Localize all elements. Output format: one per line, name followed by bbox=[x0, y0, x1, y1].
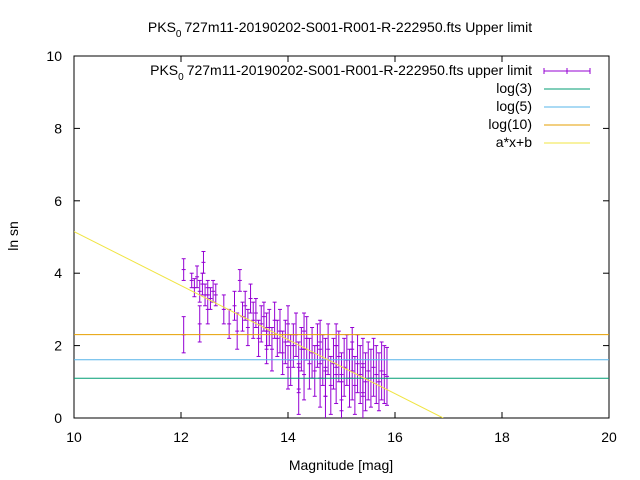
data-point-78 bbox=[318, 319, 323, 365]
data-point-83 bbox=[360, 363, 365, 418]
data-point-26 bbox=[256, 319, 261, 357]
data-point-15 bbox=[221, 294, 226, 325]
plot-area bbox=[74, 231, 609, 418]
data-point-75 bbox=[264, 327, 269, 365]
chart-title-subscript: 0 bbox=[176, 29, 182, 40]
data-point-0 bbox=[181, 258, 186, 281]
chart-title: PKS0 727m11-20190202-S001-R001-R-222950.f… bbox=[148, 19, 532, 40]
data-point-76 bbox=[286, 345, 290, 390]
y-tick-label-2: 4 bbox=[54, 265, 62, 281]
x-tick-label-5: 20 bbox=[601, 429, 617, 445]
data-point-48 bbox=[315, 323, 320, 368]
data-point-31 bbox=[269, 327, 274, 372]
legend-label-log10: log(10) bbox=[488, 116, 532, 132]
data-point-16 bbox=[227, 308, 232, 339]
y-tick-label-3: 6 bbox=[54, 193, 62, 209]
data-point-17 bbox=[232, 290, 237, 321]
data-point-73 bbox=[382, 345, 387, 405]
data-point-80 bbox=[350, 327, 355, 372]
data-point-4 bbox=[195, 265, 200, 289]
data-point-2 bbox=[189, 272, 194, 289]
data-point-77 bbox=[302, 312, 307, 350]
x-tick-label-0: 10 bbox=[66, 429, 82, 445]
data-point-53 bbox=[328, 355, 333, 415]
data-point-66 bbox=[363, 352, 368, 412]
data-point-54 bbox=[331, 337, 336, 390]
fit-line bbox=[74, 231, 444, 418]
data-point-62 bbox=[352, 355, 357, 415]
data-point-21 bbox=[243, 290, 248, 321]
data-point-23 bbox=[248, 283, 253, 314]
y-tick-label-5: 10 bbox=[46, 48, 62, 64]
data-point-52 bbox=[326, 323, 331, 376]
data-point-35 bbox=[280, 330, 285, 376]
chart-title-part-1: PKS bbox=[148, 19, 176, 35]
data-point-84 bbox=[296, 363, 301, 415]
data-point-64 bbox=[358, 345, 363, 405]
data-point-37 bbox=[286, 305, 290, 343]
x-tick-label-3: 16 bbox=[387, 429, 403, 445]
data-point-39 bbox=[291, 323, 296, 368]
data-point-82 bbox=[323, 370, 328, 418]
data-point-24 bbox=[251, 301, 256, 339]
data-point-67 bbox=[366, 341, 371, 401]
legend: PKS0 727m11-20190202-S001-R001-R-222950.f… bbox=[150, 62, 591, 150]
data-point-72 bbox=[379, 341, 384, 401]
tick-labels: 10 12 14 16 18 20 0 2 4 6 8 10 bbox=[46, 48, 617, 445]
data-point-81 bbox=[339, 374, 344, 418]
legend-label-log5: log(5) bbox=[496, 98, 532, 114]
data-point-58 bbox=[342, 337, 347, 397]
data-point-6 bbox=[197, 305, 202, 343]
y-tick-label-1: 2 bbox=[54, 338, 62, 354]
data-point-43 bbox=[302, 348, 307, 401]
data-point-27 bbox=[259, 305, 264, 343]
legend-label-fit: a*x+b bbox=[496, 134, 532, 150]
data-point-63 bbox=[355, 334, 360, 394]
data-point-8 bbox=[201, 250, 206, 274]
data-point-71 bbox=[376, 352, 381, 412]
data-point-74 bbox=[384, 346, 389, 406]
data-point-14 bbox=[205, 294, 210, 325]
data-point-18 bbox=[235, 312, 240, 350]
data-point-25 bbox=[253, 298, 258, 328]
data-point-19 bbox=[237, 269, 242, 292]
data-point-5 bbox=[197, 279, 202, 303]
series-layer bbox=[74, 231, 609, 418]
y-tick-label-4: 8 bbox=[54, 120, 62, 136]
data-point-22 bbox=[245, 308, 250, 347]
data-point-79 bbox=[334, 323, 339, 368]
legend-label-log3: log(3) bbox=[496, 80, 532, 96]
y-tick-label-0: 0 bbox=[54, 410, 62, 426]
data-point-70 bbox=[374, 345, 379, 405]
data-point-69 bbox=[371, 337, 376, 397]
x-tick-label-2: 14 bbox=[280, 429, 296, 445]
data-point-13 bbox=[213, 283, 218, 307]
data-point-33 bbox=[275, 319, 280, 357]
chart-title-part-2: 727m11-20190202-S001-R001-R-222950.fts U… bbox=[184, 19, 532, 35]
legend-sample-0 bbox=[543, 68, 591, 74]
x-tick-label-1: 12 bbox=[173, 429, 189, 445]
x-axis-label: Magnitude [mag] bbox=[289, 457, 393, 473]
y-axis-label: ln sn bbox=[5, 221, 21, 251]
x-tick-label-4: 18 bbox=[494, 429, 510, 445]
legend-label-data: PKS0 727m11-20190202-S001-R001-R-222950.f… bbox=[150, 62, 532, 83]
data-point-45 bbox=[307, 337, 312, 390]
